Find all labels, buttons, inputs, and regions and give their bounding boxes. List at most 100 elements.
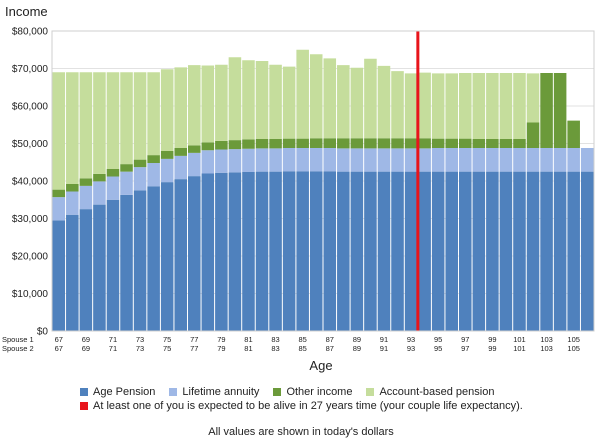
x-tick-label: 69 [82, 344, 90, 353]
bar-segment [526, 122, 540, 148]
bar-segment [337, 148, 350, 172]
bar-segment [255, 61, 269, 139]
bar-segment [188, 145, 201, 153]
bar-segment [174, 148, 187, 156]
legend-swatch-age-pension [80, 388, 88, 396]
bar-segment [364, 171, 377, 331]
bar-segment [431, 138, 445, 148]
bar-segment [499, 148, 513, 172]
x-tick-label: 105 [567, 335, 580, 344]
y-tick-label: $20,000 [12, 252, 49, 263]
bar-segment [120, 171, 133, 195]
bar-segment [513, 73, 526, 139]
x-tick-label: 81 [244, 335, 252, 344]
bar-segment [93, 173, 106, 182]
bar-segment [472, 139, 486, 148]
bar-segment [160, 69, 174, 151]
x-tick-label: 77 [190, 335, 198, 344]
x-tick-label: 99 [488, 335, 496, 344]
legend-swatch-account-based-pension [366, 388, 375, 396]
legend-item-lifetime-annuity: Lifetime annuity [169, 386, 259, 398]
bar-segment [296, 138, 309, 148]
bar-segment [242, 60, 255, 140]
bar-segment [418, 171, 431, 331]
bar-segment [472, 171, 486, 331]
x-tick-label: 81 [244, 344, 252, 353]
bar-segment [337, 138, 350, 149]
bar-segment [377, 148, 391, 172]
bar-segment [526, 171, 540, 331]
bar-segment [66, 191, 79, 215]
bar-segment [147, 72, 160, 156]
bar-segment [553, 73, 567, 148]
bar-segment [567, 171, 580, 331]
bar-segment [309, 138, 323, 148]
bar-segment [282, 171, 296, 331]
x-tick-label: 97 [461, 344, 469, 353]
x-tick-label: 67 [55, 344, 63, 353]
bar-segment [269, 64, 282, 139]
legend-swatch-life-expectancy [80, 402, 88, 410]
x-tick-label: 103 [540, 335, 553, 344]
legend: Age Pension Lifetime annuity Other incom… [80, 385, 537, 413]
bar-segment [93, 181, 106, 205]
bar-segment [201, 150, 215, 174]
bar-segment [215, 64, 228, 141]
x-axis-title: Age [309, 358, 332, 373]
x-tick-label: 69 [82, 335, 90, 344]
bar-segment [540, 73, 553, 148]
bar-segment [391, 148, 404, 172]
bar-segment [350, 148, 364, 172]
bar-segment [228, 149, 242, 173]
legend-item-other-income: Other income [273, 386, 352, 398]
x-tick-label: 73 [136, 335, 144, 344]
x-tick-label: 91 [380, 335, 388, 344]
bar-segment [133, 72, 147, 160]
bar-segment [93, 204, 106, 331]
bar-segment [228, 57, 242, 141]
bar-segment [567, 120, 580, 148]
bar-segment [147, 155, 160, 163]
bar-segment [66, 214, 79, 331]
bar-segment [513, 139, 526, 148]
bar-segment [282, 148, 296, 172]
bar-segment [553, 171, 567, 331]
x-tick-label: 101 [513, 335, 526, 344]
bar-segment [323, 148, 337, 172]
bar-segment [147, 186, 160, 331]
bar-segment [459, 148, 472, 172]
bar-segment [174, 67, 187, 148]
y-tick-label: $30,000 [12, 214, 49, 225]
y-tick-label: $60,000 [12, 102, 49, 113]
axes: $0 $10,000 $20,000 $30,000 $40,000 $50,000 $60… [2, 27, 595, 353]
grid-lines [52, 30, 594, 332]
bar-segment [580, 171, 594, 331]
x-tick-label: 95 [434, 335, 442, 344]
bar-segment [513, 148, 526, 172]
legend-label-account-based-pension: Account-based pension [379, 386, 495, 398]
bar-segment [201, 65, 215, 143]
bar-segment [486, 171, 499, 331]
bar-segment [188, 65, 201, 146]
bar-segment [404, 148, 418, 172]
x-tick-label: 79 [217, 344, 225, 353]
bar-segment [472, 73, 486, 139]
bar-segment [553, 148, 567, 172]
bar-segment [580, 148, 594, 172]
bar-segment [201, 142, 215, 151]
x-tick-label: 71 [109, 335, 117, 344]
bar-segment [201, 173, 215, 331]
bar-segment [364, 148, 377, 172]
bar-segment [188, 152, 201, 177]
x-tick-label: 105 [567, 344, 580, 353]
bar-segment [391, 171, 404, 331]
bar-segment [350, 67, 364, 139]
y-tick-label: $40,000 [12, 177, 49, 188]
bar-segment [174, 155, 187, 180]
bar-segment [282, 138, 296, 148]
bar-segment [79, 185, 93, 210]
bar-segment [255, 139, 269, 149]
bar-segment [445, 171, 458, 331]
bar-segment [486, 148, 499, 172]
bar-segment [459, 138, 472, 148]
